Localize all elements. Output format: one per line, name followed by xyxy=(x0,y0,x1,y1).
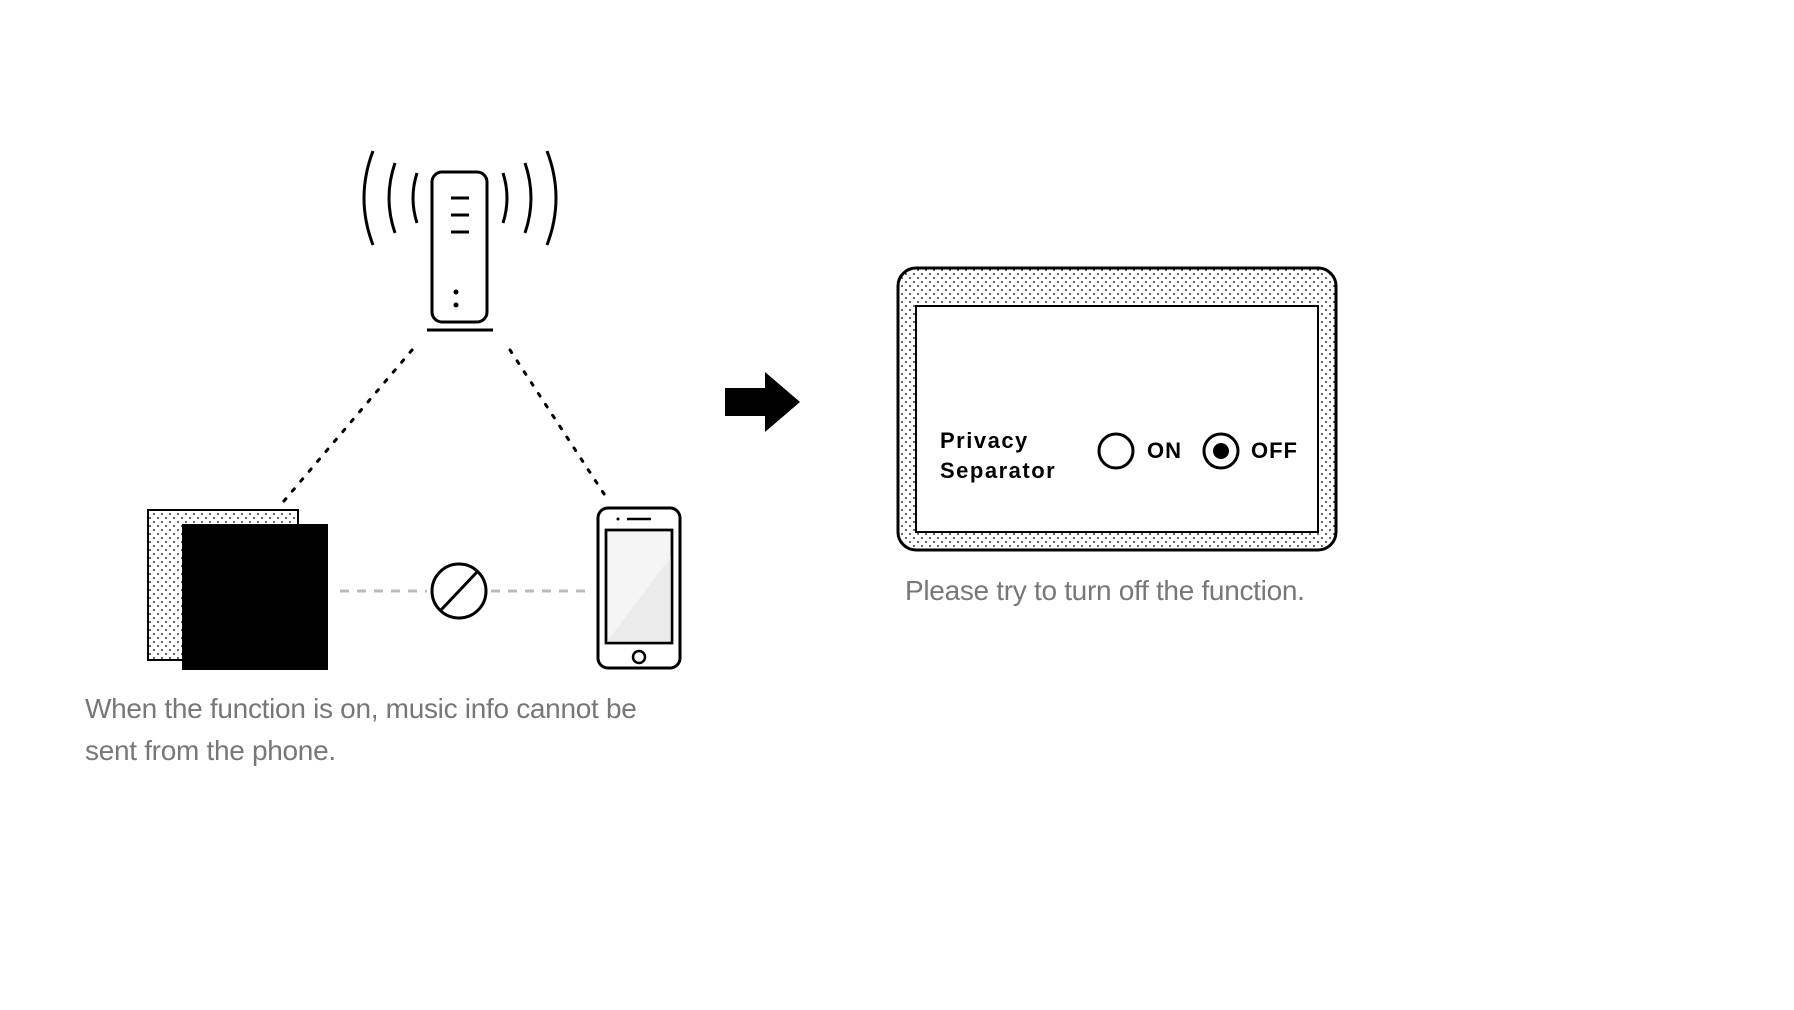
option-on-label: ON xyxy=(1147,438,1182,464)
radio-off xyxy=(1204,434,1238,468)
speaker-icon xyxy=(148,510,328,670)
router-icon xyxy=(364,151,556,330)
connection-router-phone xyxy=(510,350,608,500)
caption-right: Please try to turn off the function. xyxy=(905,575,1405,607)
connection-router-speaker xyxy=(278,350,412,508)
caption-left: When the function is on, music info cann… xyxy=(85,688,645,772)
option-off-label: OFF xyxy=(1251,438,1298,464)
diagram-svg xyxy=(0,0,1794,1010)
setting-title: Privacy Separator xyxy=(940,426,1056,485)
diagram-root: Privacy Separator ON OFF When the functi… xyxy=(0,0,1794,1010)
setting-title-line2: Separator xyxy=(940,458,1056,483)
phone-icon xyxy=(598,508,680,668)
radio-on xyxy=(1099,434,1133,468)
settings-panel xyxy=(898,268,1336,550)
setting-title-line1: Privacy xyxy=(940,428,1029,453)
prohibit-icon xyxy=(432,564,486,618)
arrow-right-icon xyxy=(725,372,800,432)
